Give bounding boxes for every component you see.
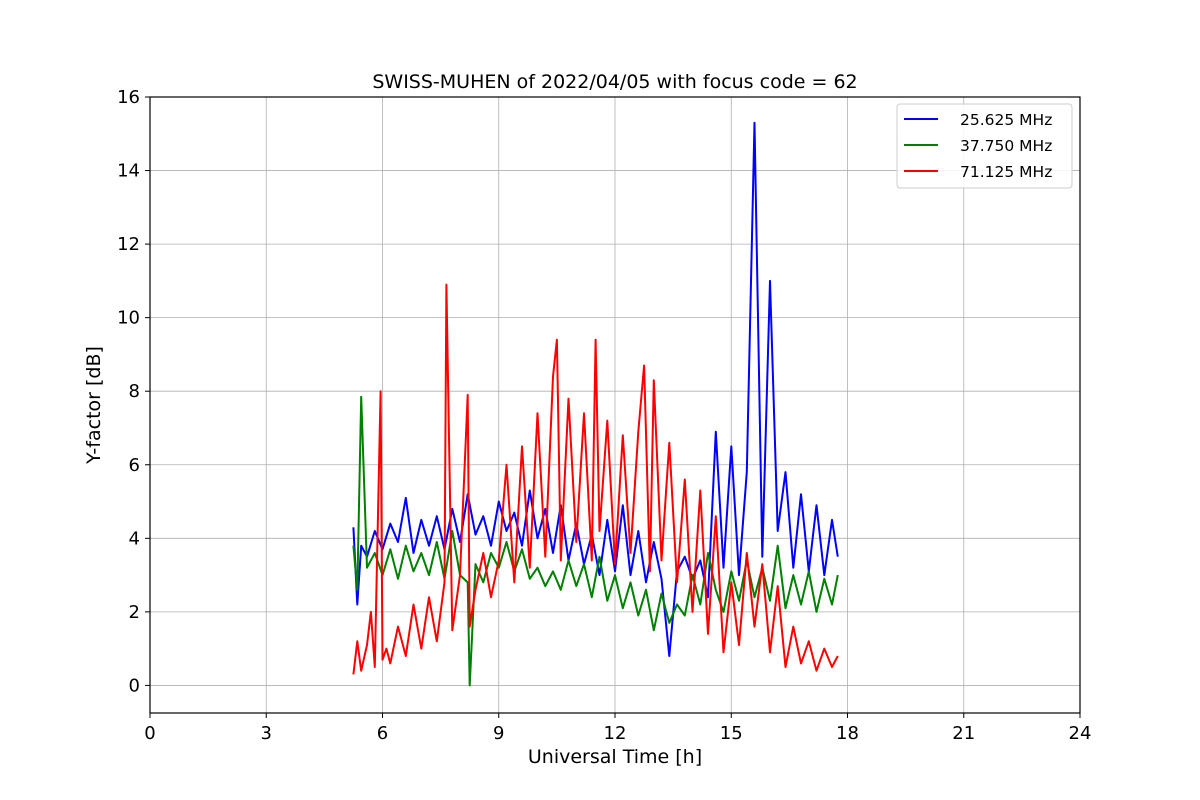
legend-label-1: 25.625 MHz xyxy=(960,111,1052,129)
x-tick-label: 9 xyxy=(493,723,504,744)
y-tick-label: 12 xyxy=(117,234,140,255)
y-tick-label: 14 xyxy=(117,161,140,182)
y-tick-label: 8 xyxy=(129,381,140,402)
series-line-2 xyxy=(352,395,839,687)
legend-label-3: 71.125 MHz xyxy=(960,163,1052,181)
chart-title: SWISS-MUHEN of 2022/04/05 with focus cod… xyxy=(372,71,857,93)
y-tick-label: 2 xyxy=(129,602,140,623)
x-tick-label: 3 xyxy=(261,723,272,744)
x-axis-label: Universal Time [h] xyxy=(528,746,702,768)
y-tick-label: 16 xyxy=(117,87,140,108)
x-tick-label: 0 xyxy=(144,723,155,744)
legend: 25.625 MHz 37.750 MHz 71.125 MHz xyxy=(896,103,1073,189)
legend-box xyxy=(896,103,1073,189)
x-tick-label: 24 xyxy=(1069,723,1092,744)
y-tick-label: 10 xyxy=(117,308,140,329)
y-tick-label: 0 xyxy=(129,675,140,696)
y-tick-label: 6 xyxy=(129,455,140,476)
series-layer xyxy=(352,121,839,687)
series-line-3 xyxy=(352,283,839,675)
y-tick-label: 4 xyxy=(129,528,140,549)
x-tick-label: 12 xyxy=(604,723,627,744)
legend-label-2: 37.750 MHz xyxy=(960,137,1052,155)
x-tick-label: 18 xyxy=(836,723,859,744)
x-tick-label: 6 xyxy=(377,723,388,744)
x-tick-label: 15 xyxy=(720,723,743,744)
x-tick-label: 21 xyxy=(952,723,975,744)
y-axis-label: Y-factor [dB] xyxy=(83,346,105,465)
